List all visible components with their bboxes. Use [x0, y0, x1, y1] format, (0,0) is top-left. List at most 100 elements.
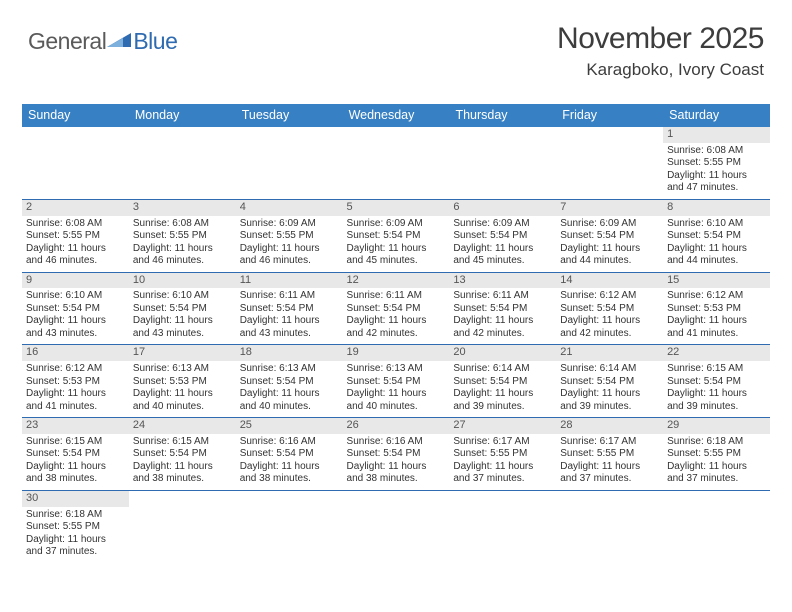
sunset-text: Sunset: 5:53 PM — [133, 376, 232, 389]
calendar-header-row: SundayMondayTuesdayWednesdayThursdayFrid… — [22, 104, 770, 127]
daylight-text: Daylight: 11 hours and 38 minutes. — [347, 461, 446, 486]
day-header: Sunday — [22, 104, 129, 127]
daylight-text: Daylight: 11 hours and 41 minutes. — [26, 388, 125, 413]
date-number: 3 — [129, 200, 236, 216]
date-number: 22 — [663, 345, 770, 361]
calendar-cell: 12Sunrise: 6:11 AMSunset: 5:54 PMDayligh… — [343, 273, 450, 346]
date-number: 18 — [236, 345, 343, 361]
calendar-cell: 22 Sunrise: 6:15 AMSunset: 5:54 PMDayligh… — [663, 345, 770, 418]
sunset-text: Sunset: 5:54 PM — [453, 230, 552, 243]
sunrise-text: Sunrise: 6:14 AM — [560, 363, 659, 376]
date-number: 28 — [556, 418, 663, 434]
daylight-text: Daylight: 11 hours and 38 minutes. — [26, 461, 125, 486]
sunrise-text: Sunrise: 6:08 AM — [26, 218, 125, 231]
sunset-text: Sunset: 5:55 PM — [453, 448, 552, 461]
date-number: 30 — [22, 491, 129, 507]
sunrise-text: Sunrise: 6:17 AM — [453, 436, 552, 449]
sunrise-text: Sunrise: 6:10 AM — [667, 218, 766, 231]
sunset-text: Sunset: 5:54 PM — [240, 303, 339, 316]
date-number: 1 — [663, 127, 770, 143]
brand-part2: Blue — [133, 28, 177, 55]
calendar-cell — [236, 127, 343, 200]
calendar-cell: 3 Sunrise: 6:08 AMSunset: 5:55 PMDaylight… — [129, 200, 236, 273]
date-number: 23 — [22, 418, 129, 434]
daylight-text: Daylight: 11 hours and 41 minutes. — [667, 315, 766, 340]
daylight-text: Daylight: 11 hours and 46 minutes. — [133, 243, 232, 268]
sunset-text: Sunset: 5:54 PM — [347, 376, 446, 389]
sunrise-text: Sunrise: 6:09 AM — [560, 218, 659, 231]
date-number: 17 — [129, 345, 236, 361]
calendar: SundayMondayTuesdayWednesdayThursdayFrid… — [22, 104, 770, 563]
sunrise-text: Sunrise: 6:15 AM — [26, 436, 125, 449]
date-number: 7 — [556, 200, 663, 216]
calendar-cell: 17 Sunrise: 6:13 AMSunset: 5:53 PMDayligh… — [129, 345, 236, 418]
calendar-cell: 6Sunrise: 6:09 AMSunset: 5:54 PMDaylight… — [449, 200, 556, 273]
daylight-text: Daylight: 11 hours and 44 minutes. — [667, 243, 766, 268]
sunset-text: Sunset: 5:54 PM — [667, 376, 766, 389]
sunrise-text: Sunrise: 6:08 AM — [133, 218, 232, 231]
calendar-cell — [343, 127, 450, 200]
calendar-cell: 27Sunrise: 6:17 AMSunset: 5:55 PMDayligh… — [449, 418, 556, 491]
calendar-cell: 23Sunrise: 6:15 AMSunset: 5:54 PMDayligh… — [22, 418, 129, 491]
sunrise-text: Sunrise: 6:12 AM — [26, 363, 125, 376]
sunrise-text: Sunrise: 6:18 AM — [667, 436, 766, 449]
calendar-cell: 10Sunrise: 6:10 AMSunset: 5:54 PMDayligh… — [129, 273, 236, 346]
date-number: 9 — [22, 273, 129, 289]
date-number: 15 — [663, 273, 770, 289]
date-number: 24 — [129, 418, 236, 434]
calendar-cell: 16Sunrise: 6:12 AMSunset: 5:53 PMDayligh… — [22, 345, 129, 418]
daylight-text: Daylight: 11 hours and 40 minutes. — [133, 388, 232, 413]
calendar-cell — [449, 127, 556, 200]
calendar-cell: 26Sunrise: 6:16 AMSunset: 5:54 PMDayligh… — [343, 418, 450, 491]
sunset-text: Sunset: 5:55 PM — [133, 230, 232, 243]
daylight-text: Daylight: 11 hours and 39 minutes. — [667, 388, 766, 413]
date-number: 26 — [343, 418, 450, 434]
header-right: November 2025 Karagboko, Ivory Coast — [557, 22, 764, 80]
sunrise-text: Sunrise: 6:13 AM — [133, 363, 232, 376]
date-number: 29 — [663, 418, 770, 434]
calendar-cell: 24Sunrise: 6:15 AMSunset: 5:54 PMDayligh… — [129, 418, 236, 491]
date-number: 6 — [449, 200, 556, 216]
sunset-text: Sunset: 5:55 PM — [560, 448, 659, 461]
calendar-cell: 1Sunrise: 6:08 AMSunset: 5:55 PMDaylight… — [663, 127, 770, 200]
calendar-cell: 15Sunrise: 6:12 AMSunset: 5:53 PMDayligh… — [663, 273, 770, 346]
daylight-text: Daylight: 11 hours and 43 minutes. — [133, 315, 232, 340]
calendar-cell: 4Sunrise: 6:09 AMSunset: 5:55 PMDaylight… — [236, 200, 343, 273]
sunrise-text: Sunrise: 6:17 AM — [560, 436, 659, 449]
daylight-text: Daylight: 11 hours and 37 minutes. — [26, 534, 125, 559]
sunrise-text: Sunrise: 6:12 AM — [667, 290, 766, 303]
sunrise-text: Sunrise: 6:16 AM — [347, 436, 446, 449]
daylight-text: Daylight: 11 hours and 39 minutes. — [453, 388, 552, 413]
date-number: 5 — [343, 200, 450, 216]
daylight-text: Daylight: 11 hours and 39 minutes. — [560, 388, 659, 413]
calendar-cell: 14Sunrise: 6:12 AMSunset: 5:54 PMDayligh… — [556, 273, 663, 346]
daylight-text: Daylight: 11 hours and 44 minutes. — [560, 243, 659, 268]
daylight-text: Daylight: 11 hours and 40 minutes. — [240, 388, 339, 413]
date-number: 20 — [449, 345, 556, 361]
day-header: Saturday — [663, 104, 770, 127]
date-number: 10 — [129, 273, 236, 289]
daylight-text: Daylight: 11 hours and 47 minutes. — [667, 170, 766, 195]
daylight-text: Daylight: 11 hours and 43 minutes. — [26, 315, 125, 340]
calendar-cell: 2Sunrise: 6:08 AMSunset: 5:55 PMDaylight… — [22, 200, 129, 273]
sunset-text: Sunset: 5:54 PM — [347, 303, 446, 316]
sunset-text: Sunset: 5:55 PM — [240, 230, 339, 243]
date-number: 25 — [236, 418, 343, 434]
calendar-cell: 21Sunrise: 6:14 AMSunset: 5:54 PMDayligh… — [556, 345, 663, 418]
sunset-text: Sunset: 5:54 PM — [453, 376, 552, 389]
sunrise-text: Sunrise: 6:16 AM — [240, 436, 339, 449]
sunrise-text: Sunrise: 6:09 AM — [453, 218, 552, 231]
sunset-text: Sunset: 5:55 PM — [667, 448, 766, 461]
calendar-cell — [129, 491, 236, 563]
sunrise-text: Sunrise: 6:13 AM — [240, 363, 339, 376]
date-number: 8 — [663, 200, 770, 216]
calendar-cell: 20Sunrise: 6:14 AMSunset: 5:54 PMDayligh… — [449, 345, 556, 418]
sunrise-text: Sunrise: 6:15 AM — [667, 363, 766, 376]
daylight-text: Daylight: 11 hours and 38 minutes. — [240, 461, 339, 486]
day-header: Thursday — [449, 104, 556, 127]
sunrise-text: Sunrise: 6:15 AM — [133, 436, 232, 449]
sunset-text: Sunset: 5:54 PM — [453, 303, 552, 316]
sunset-text: Sunset: 5:54 PM — [347, 230, 446, 243]
calendar-cell: 28Sunrise: 6:17 AMSunset: 5:55 PMDayligh… — [556, 418, 663, 491]
sunrise-text: Sunrise: 6:08 AM — [667, 145, 766, 158]
